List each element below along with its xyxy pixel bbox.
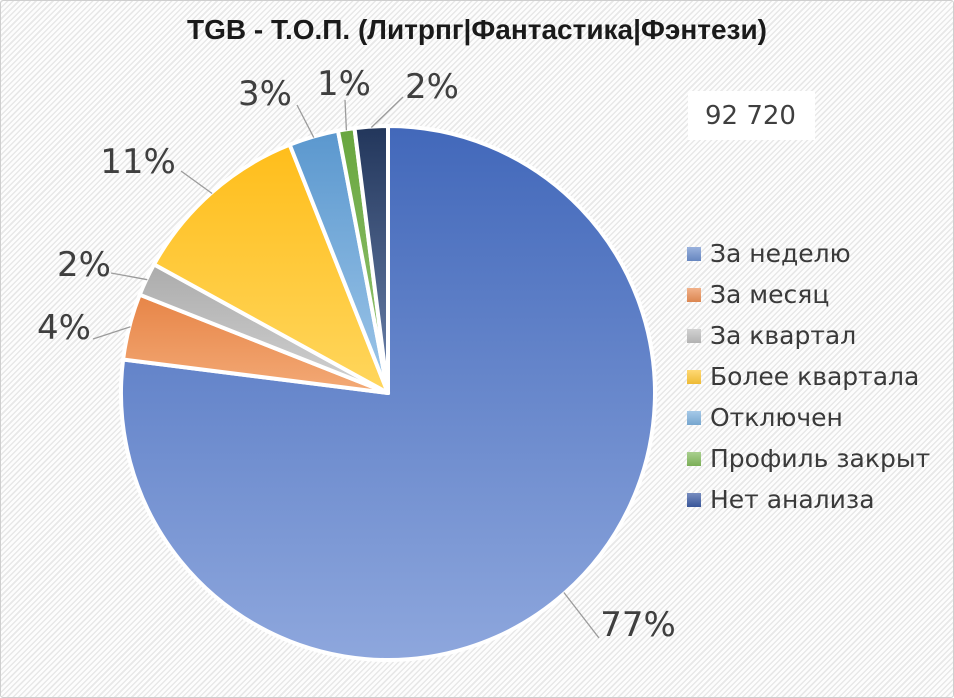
slice-percent-label: 2% <box>57 245 111 285</box>
label-leader-line <box>180 170 213 195</box>
legend-item-2[interactable]: За квартал <box>687 315 930 356</box>
label-leader-line <box>110 272 148 281</box>
legend-item-label: Нет анализа <box>710 485 875 514</box>
legend-color-marker <box>687 492 701 507</box>
slice-percent-label: 11% <box>100 142 176 182</box>
label-leader-line <box>344 99 348 131</box>
legend-color-marker <box>687 287 701 302</box>
legend-item-4[interactable]: Отключен <box>687 397 930 438</box>
chart-title: TGB - Т.О.П. (Литрпг|Фантастика|Фэнтези) <box>187 14 767 45</box>
legend-item-label: За неделю <box>710 239 851 268</box>
legend-item-label: Более квартала <box>710 362 920 391</box>
total-count-badge: 92 720 <box>688 91 815 140</box>
label-leader-line <box>92 326 131 340</box>
slice-percent-label: 4% <box>37 308 91 348</box>
slice-percent-label: 2% <box>405 67 459 107</box>
legend-color-marker <box>687 451 701 466</box>
legend-item-label: Отключен <box>710 403 843 432</box>
legend-color-marker <box>687 328 701 343</box>
pie-slice-6[interactable] <box>352 123 390 395</box>
legend: За неделю За месяц За квартал Более квартал… <box>687 233 930 520</box>
legend-item-label: За месяц <box>710 280 830 309</box>
label-leader-line <box>370 96 404 128</box>
legend-item-6[interactable]: Нет анализа <box>687 479 930 520</box>
legend-item-3[interactable]: Более квартала <box>687 356 930 397</box>
slice-percent-label: 3% <box>238 74 292 114</box>
legend-item-label: За квартал <box>710 321 857 350</box>
legend-item-0[interactable]: За неделю <box>687 233 930 274</box>
slice-percent-label: 77% <box>600 605 676 645</box>
slice-percent-label: 1% <box>317 64 371 104</box>
legend-item-label: Профиль закрыт <box>710 444 931 473</box>
legend-color-marker <box>687 410 701 425</box>
legend-color-marker <box>687 369 701 384</box>
legend-color-marker <box>687 246 701 261</box>
label-leader-line <box>296 104 315 138</box>
label-leader-line <box>563 592 600 639</box>
legend-item-5[interactable]: Профиль закрыт <box>687 438 930 479</box>
legend-item-1[interactable]: За месяц <box>687 274 930 315</box>
